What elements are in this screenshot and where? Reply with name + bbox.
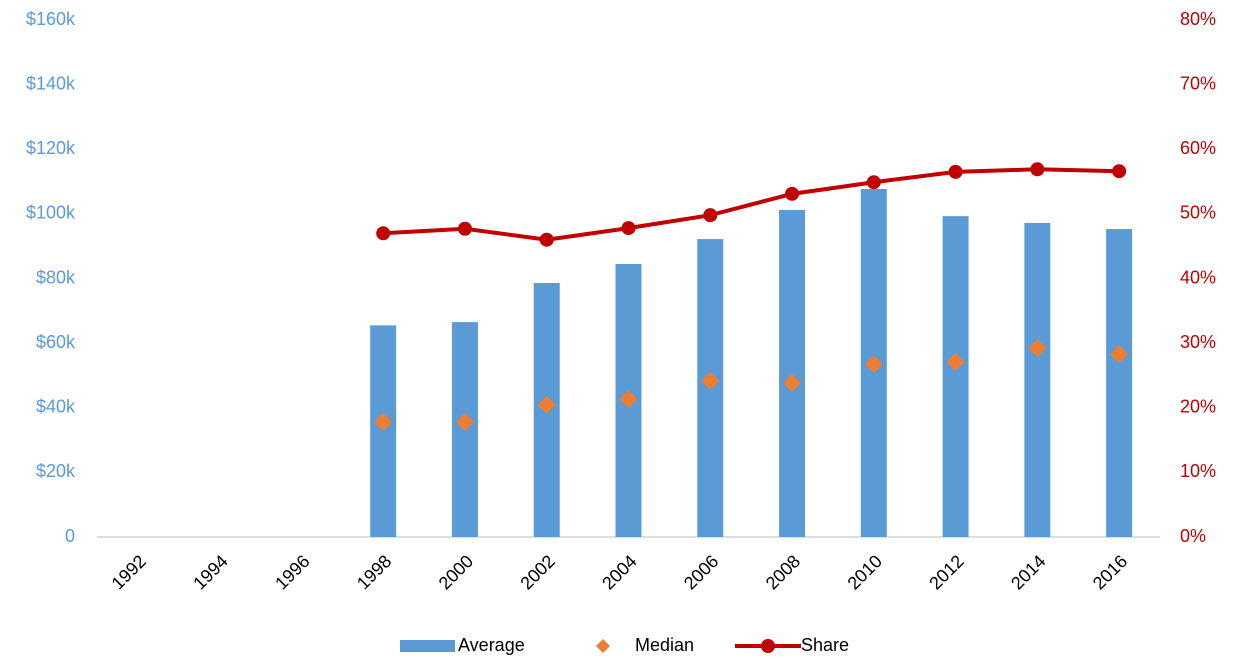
- x-tick-label: 2014: [1007, 551, 1049, 593]
- bar: [942, 216, 969, 537]
- y2-tick-label: 0%: [1180, 526, 1206, 546]
- y2-tick-label: 10%: [1180, 461, 1216, 481]
- x-tick-label: 2012: [925, 551, 967, 593]
- y-tick-label: $60k: [36, 332, 76, 352]
- y-tick-label: $20k: [36, 461, 76, 481]
- y-tick-label: $160k: [26, 9, 76, 29]
- y-tick-label: $140k: [26, 73, 76, 93]
- y2-tick-label: 80%: [1180, 9, 1216, 29]
- bar: [1106, 229, 1133, 537]
- y-tick-label: $120k: [26, 138, 76, 158]
- y-tick-label: $80k: [36, 267, 76, 287]
- x-tick-label: 2016: [1089, 551, 1131, 593]
- share-marker: [866, 175, 881, 190]
- median-marker: [783, 373, 802, 392]
- median-marker: [619, 390, 638, 409]
- median-marker: [701, 371, 720, 390]
- median-marker: [946, 352, 965, 371]
- y-tick-label: 0: [65, 526, 75, 546]
- legend-label: Average: [458, 635, 525, 655]
- bar: [1024, 222, 1051, 538]
- x-tick-label: 1994: [189, 551, 231, 593]
- y2-tick-label: 20%: [1180, 397, 1216, 417]
- share-marker: [785, 186, 800, 201]
- legend-label: Share: [801, 635, 849, 655]
- x-tick-label: 1996: [271, 551, 313, 593]
- bar: [370, 325, 397, 537]
- legend-swatch: [596, 639, 610, 653]
- y2-tick-label: 30%: [1180, 332, 1216, 352]
- y2-tick-label: 70%: [1180, 73, 1216, 93]
- legend-swatch: [761, 639, 775, 653]
- x-tick-label: 2008: [762, 551, 804, 593]
- median-marker: [864, 355, 883, 374]
- share-marker: [457, 221, 472, 236]
- legend-label: Median: [635, 635, 694, 655]
- x-tick-label: 1992: [108, 551, 150, 593]
- median-marker: [374, 412, 393, 431]
- y2-tick-label: 40%: [1180, 267, 1216, 287]
- median-marker: [537, 395, 556, 414]
- y2-tick-label: 60%: [1180, 138, 1216, 158]
- share-marker: [376, 226, 391, 241]
- x-tick-label: 2000: [435, 551, 477, 593]
- x-tick-label: 2010: [844, 551, 886, 593]
- bar: [779, 209, 806, 537]
- x-tick-label: 2002: [516, 551, 558, 593]
- y-tick-label: $100k: [26, 203, 76, 223]
- share-marker: [948, 164, 963, 179]
- share-marker: [703, 208, 718, 223]
- x-tick-label: 2006: [680, 551, 722, 593]
- x-tick-label: 2004: [598, 551, 640, 593]
- share-marker: [1112, 164, 1127, 179]
- share-marker: [539, 232, 554, 247]
- x-tick-label: 1998: [353, 551, 395, 593]
- share-marker: [1030, 162, 1045, 177]
- median-marker: [455, 412, 474, 431]
- y-tick-label: $40k: [36, 397, 76, 417]
- y2-tick-label: 50%: [1180, 203, 1216, 223]
- legend-swatch: [400, 640, 455, 652]
- share-marker: [621, 221, 636, 236]
- median-marker: [1028, 338, 1047, 357]
- share-line: [383, 167, 1120, 242]
- median-marker: [1110, 345, 1129, 364]
